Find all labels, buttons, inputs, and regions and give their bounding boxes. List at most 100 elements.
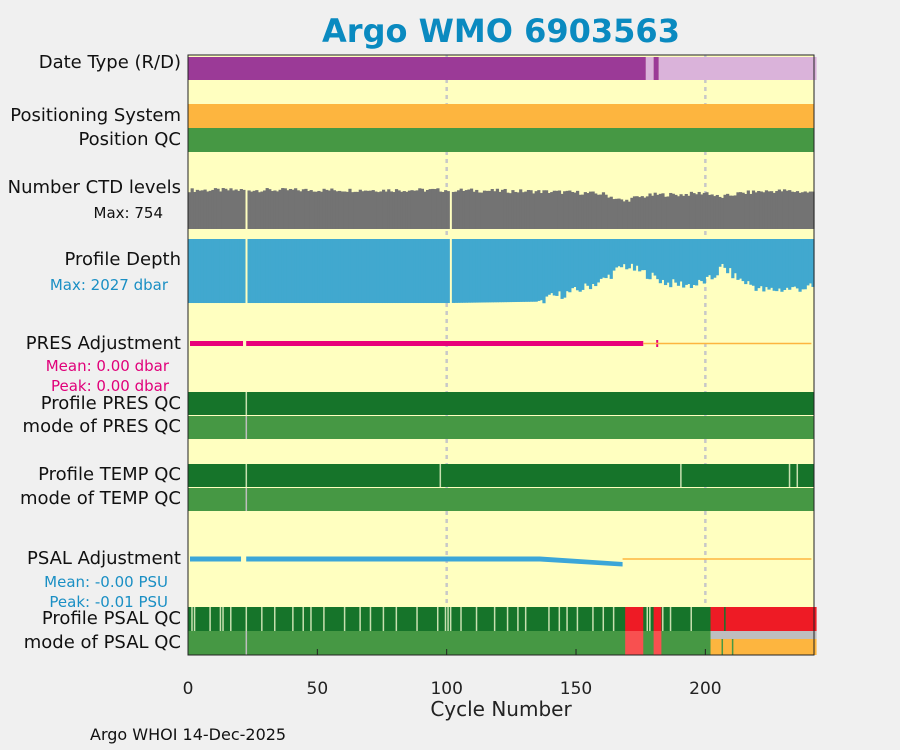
ctd-level-bar [397, 190, 401, 229]
ctd-level-bar [363, 190, 368, 229]
profile-depth-bar [640, 239, 644, 271]
profile-depth-bar [415, 239, 419, 304]
profile-depth-bar [682, 239, 686, 288]
profile-depth-bar [746, 239, 750, 282]
psal-qc-light-mark [576, 607, 579, 631]
psal-qc-light-mark [222, 607, 224, 631]
ctd-level-bar [234, 189, 238, 229]
ctd-level-bar [526, 189, 531, 229]
psal-qc-light-mark [460, 607, 462, 631]
profile-depth-bar [480, 239, 484, 303]
depth-max-label: Max: 2027 dbar [49, 276, 168, 294]
ctd-level-bar [568, 190, 572, 229]
profile-depth-bar [565, 239, 569, 292]
profile-depth-bar [741, 239, 745, 282]
profile-depth-bar [454, 239, 458, 303]
profile-depth-bar [625, 239, 629, 270]
ctd-level-bar [444, 190, 448, 229]
ctd-level-bar [744, 193, 748, 229]
ctd-level-bar [402, 191, 406, 229]
ctd-level-bar [239, 189, 243, 229]
profile-depth-bar [294, 239, 298, 304]
profile-depth-bar [268, 239, 272, 304]
profile-depth-bar [632, 239, 637, 271]
psal-qc-good-mark [724, 607, 726, 631]
psal-mode-probably-bad-segment [710, 639, 817, 655]
psal-mode-missing-mark [245, 631, 248, 655]
ctd-level-bar [702, 192, 706, 229]
profile-depth-bar [539, 239, 543, 301]
date-type-segment-R [188, 57, 646, 80]
ctd-level-bar [746, 190, 750, 229]
profile-depth-bar [790, 239, 794, 288]
ctd-level-bar [793, 192, 797, 229]
mode-temp-qc-band [188, 488, 814, 511]
ctd-level-bar [632, 196, 637, 229]
ctd-level-bar [480, 192, 484, 229]
profile-depth-bar [601, 239, 606, 278]
profile-depth-bar [762, 239, 766, 292]
profile-depth-bar [697, 239, 701, 280]
profile-depth-bar [715, 239, 719, 276]
profile-depth-bar [713, 239, 717, 278]
psal-peak-label: Peak: -0.01 PSU [49, 593, 168, 611]
ctd-level-bar [206, 191, 210, 229]
ctd-level-bar [436, 188, 440, 229]
psal-qc-light-mark [662, 607, 664, 631]
ctd-level-bar [588, 191, 593, 229]
ctd-level-bar [389, 191, 393, 229]
chart-title: Argo WMO 6903563 [322, 12, 680, 50]
ctd-level-bar [651, 195, 655, 229]
profile-depth-bar [213, 239, 218, 304]
ctd-level-bar [808, 191, 813, 229]
profile-depth-bar [203, 239, 207, 304]
profile-depth-bar [801, 239, 805, 290]
profile-depth-bar [482, 239, 487, 303]
profile-depth-bar [563, 239, 567, 298]
pres-adjustment-line [246, 341, 644, 346]
profile-depth-bar [488, 239, 492, 303]
ctd-level-bar [689, 191, 694, 229]
profile-depth-bar [669, 239, 673, 288]
profile-depth-bar [619, 239, 624, 268]
ctd-level-bar [188, 192, 192, 229]
ctd-level-bar [749, 193, 753, 229]
profile-depth-bar [521, 239, 525, 302]
label-ctd-levels: Number CTD levels [7, 177, 181, 198]
profile-depth-bar [777, 239, 781, 289]
ctd-level-bar [565, 190, 569, 229]
profile-depth-bar [710, 239, 714, 280]
profile-depth-bar [389, 239, 393, 304]
ctd-level-bar [255, 190, 259, 229]
profile-depth-bar [418, 239, 422, 304]
ctd-level-bar [547, 193, 551, 229]
ctd-level-bar [304, 188, 308, 229]
profile-depth-bar [687, 239, 691, 285]
psal-qc-light-mark [245, 607, 248, 631]
ctd-level-bar [713, 196, 717, 229]
profile-depth-bar [335, 239, 339, 304]
ctd-level-bar [537, 190, 541, 229]
label-mode-psal-qc: mode of PSAL QC [23, 632, 181, 653]
ctd-level-bar [508, 193, 512, 229]
ctd-level-bar [387, 189, 391, 229]
pres-mode-missing-mark [245, 416, 248, 439]
profile-depth-bar [387, 239, 391, 304]
ctd-level-bar [358, 189, 362, 229]
ctd-level-bar [268, 189, 272, 229]
profile-depth-bar [526, 239, 531, 302]
profile-depth-bar [288, 239, 293, 304]
ctd-level-bar [521, 192, 525, 229]
ctd-level-bar [759, 191, 763, 229]
x-tick-label: 0 [183, 679, 194, 699]
profile-depth-bar [309, 239, 313, 304]
profile-depth-bar [591, 239, 595, 284]
psal-qc-light-mark [558, 607, 561, 631]
ctd-level-bar [770, 191, 774, 229]
profile-depth-bar [576, 239, 580, 291]
ctd-level-bar [733, 195, 737, 229]
ctd-level-bar [317, 190, 321, 229]
plot-frame [187, 54, 815, 656]
ctd-level-bar [679, 194, 683, 229]
ctd-level-bar [296, 190, 300, 229]
